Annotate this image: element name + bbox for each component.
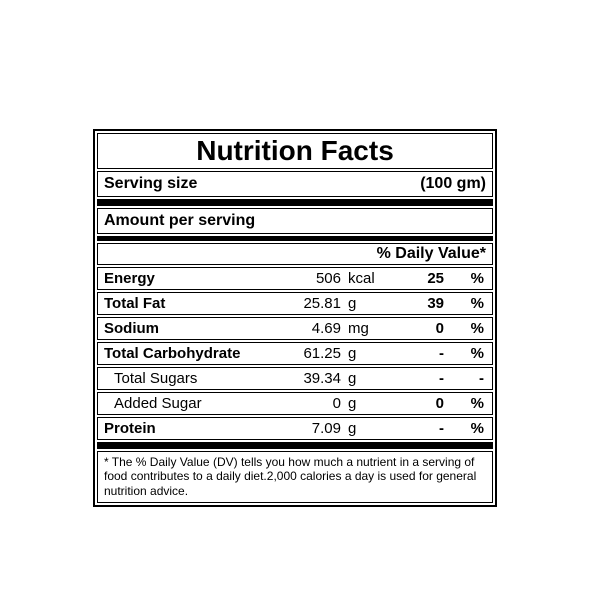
nutrient-name: Protein (104, 420, 156, 437)
daily-value-header: % Daily Value* (376, 245, 486, 262)
nutrient-dv-unit: % (470, 270, 484, 287)
nutrient-amount: 7.09 (311, 420, 341, 437)
nutrient-row-total-carbohydrate: Total Carbohydrate 61.25 g - % (97, 342, 493, 365)
nutrient-amount: 25.81 (303, 295, 341, 312)
nutrient-row-protein: Protein 7.09 g - % (97, 417, 493, 440)
nutrient-dv-unit: - (479, 370, 484, 387)
nutrient-dv: - (439, 370, 444, 387)
footnote-text: * The % Daily Value (DV) tells you how m… (104, 455, 477, 498)
daily-value-header-row: % Daily Value* (97, 243, 493, 265)
nutrient-amount: 4.69 (311, 320, 341, 337)
nutrient-dv: 25 (427, 270, 444, 287)
label-title: Nutrition Facts (196, 135, 394, 166)
nutrient-unit: kcal (348, 270, 375, 287)
nutrient-unit: g (348, 370, 357, 387)
nutrient-dv: - (439, 420, 444, 437)
label-title-box: Nutrition Facts (97, 133, 493, 169)
nutrient-name: Total Sugars (114, 370, 198, 387)
medium-divider (97, 236, 493, 241)
nutrient-row-total-fat: Total Fat 25.81 g 39 % (97, 292, 493, 315)
nutrient-dv: - (439, 345, 444, 362)
nutrient-unit: g (348, 295, 357, 312)
nutrient-row-added-sugar: Added Sugar 0 g 0 % (97, 392, 493, 415)
nutrient-dv: 0 (435, 320, 444, 337)
nutrient-name: Total Fat (104, 295, 166, 312)
nutrient-dv-unit: % (470, 395, 484, 412)
amount-per-serving-label: Amount per serving (104, 212, 256, 229)
nutrient-dv-unit: % (470, 420, 484, 437)
nutrient-row-total-sugars: Total Sugars 39.34 g - - (97, 367, 493, 390)
nutrient-dv: 39 (427, 295, 444, 312)
serving-size-value: (100 gm) (420, 175, 486, 192)
nutrient-row-sodium: Sodium 4.69 mg 0 % (97, 317, 493, 340)
nutrient-amount: 0 (332, 395, 341, 412)
nutrient-row-energy: Energy 506 kcal 25 % (97, 267, 493, 290)
nutrient-dv-unit: % (470, 295, 484, 312)
nutrient-amount: 39.34 (303, 370, 341, 387)
nutrient-amount: 506 (315, 270, 341, 287)
nutrient-unit: mg (348, 320, 369, 337)
serving-size-label: Serving size (104, 175, 198, 192)
nutrition-facts-label: Nutrition Facts Serving size (100 gm) Am… (93, 129, 497, 508)
amount-per-serving-row: Amount per serving (97, 208, 493, 234)
nutrient-unit: g (348, 420, 357, 437)
thick-divider-top (97, 199, 493, 206)
nutrient-amount: 61.25 (303, 345, 341, 362)
thick-divider-bottom (97, 442, 493, 449)
nutrient-dv-unit: % (470, 320, 484, 337)
nutrient-name: Sodium (104, 320, 159, 337)
footnote: * The % Daily Value (DV) tells you how m… (97, 451, 493, 504)
serving-size-row: Serving size (100 gm) (97, 171, 493, 197)
nutrient-name: Energy (104, 270, 155, 287)
nutrient-unit: g (348, 395, 357, 412)
nutrient-name: Total Carbohydrate (104, 345, 241, 362)
nutrient-dv: 0 (435, 395, 444, 412)
nutrient-dv-unit: % (470, 345, 484, 362)
nutrient-unit: g (348, 345, 357, 362)
nutrient-name: Added Sugar (114, 395, 202, 412)
